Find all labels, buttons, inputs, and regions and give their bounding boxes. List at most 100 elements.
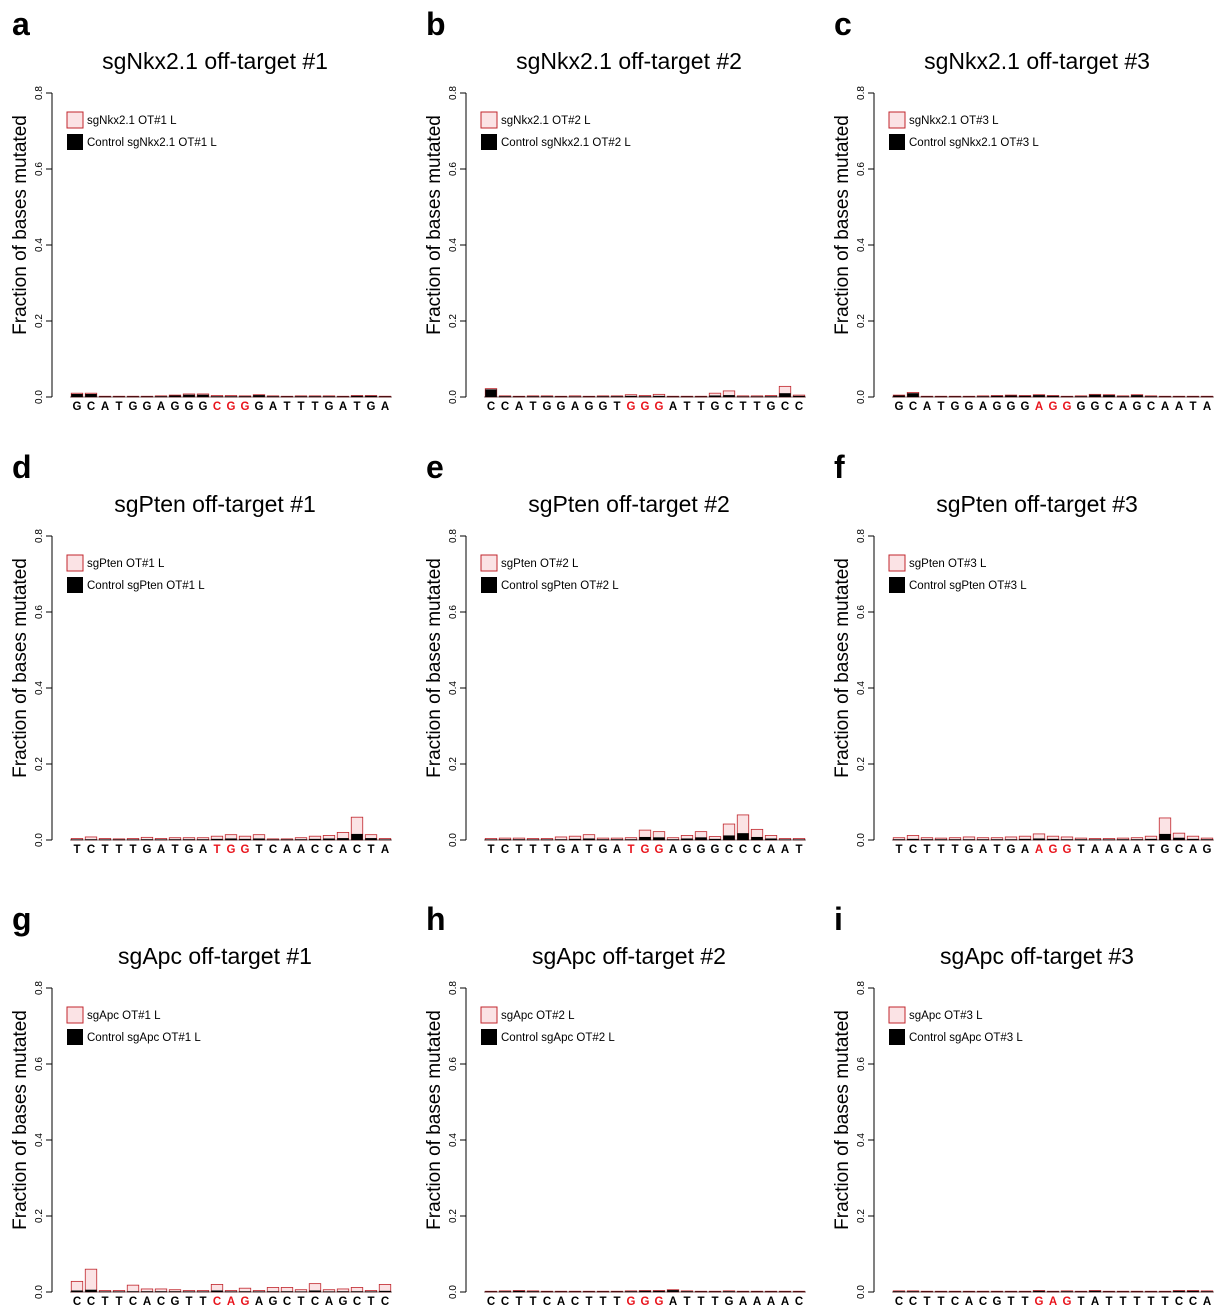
bar-control <box>197 394 209 397</box>
base-label: G <box>697 844 706 856</box>
y-tick-label: 0.0 <box>856 390 867 404</box>
legend-swatch-treated <box>888 111 906 129</box>
base-label: T <box>613 401 620 413</box>
bar-control <box>527 396 539 397</box>
base-label: G <box>655 1296 664 1305</box>
base-label: C <box>1175 1296 1183 1305</box>
bar-control <box>723 395 735 397</box>
base-label: T <box>101 1296 108 1305</box>
base-label: C <box>979 1296 987 1305</box>
base-label: A <box>1175 401 1183 413</box>
base-label: T <box>529 1296 536 1305</box>
base-label: T <box>171 844 178 856</box>
bar-control <box>155 1291 167 1292</box>
base-label: G <box>171 401 180 413</box>
bar-chart: 0.0 0.2 0.4 0.6 0.8 Fraction of bases mutated… <box>832 981 1214 1305</box>
bar-control <box>365 395 377 397</box>
y-tick-label: 0.0 <box>34 1285 45 1299</box>
base-label: A <box>979 844 987 856</box>
y-axis-title: Fraction of bases mutated <box>424 1010 445 1230</box>
bar-control <box>709 1291 721 1292</box>
bar-control <box>85 839 97 840</box>
bar-control <box>485 1291 497 1292</box>
base-label: A <box>1021 844 1029 856</box>
base-label: T <box>297 401 304 413</box>
y-axis-title: Fraction of bases mutated <box>10 558 31 778</box>
bar-control <box>1019 1291 1031 1292</box>
base-label: C <box>795 1296 803 1305</box>
panel-f: f sgPten off-target #3 0.0 0.2 0.4 0.6 0.8 Frac… <box>822 443 1222 856</box>
base-label: G <box>655 401 664 413</box>
base-label: A <box>325 1296 333 1305</box>
panel-letter: f <box>834 449 845 485</box>
bar-control <box>99 1291 111 1292</box>
base-label: T <box>115 401 122 413</box>
bar-control <box>211 838 223 840</box>
y-tick-label: 0.2 <box>34 314 45 328</box>
legend-label: sgPten OT#1 L <box>87 558 165 570</box>
base-label: G <box>143 401 152 413</box>
bar-control <box>1145 1291 1157 1292</box>
base-label: A <box>923 401 931 413</box>
base-label: G <box>655 844 664 856</box>
base-label: C <box>501 401 509 413</box>
bar-treated <box>84 1268 98 1293</box>
bar-control <box>1159 1291 1171 1292</box>
base-label: G <box>227 844 236 856</box>
base-label: A <box>255 1296 263 1305</box>
bar-control <box>765 838 777 840</box>
base-label: C <box>325 844 333 856</box>
base-label: G <box>965 844 974 856</box>
chart-title: sgPten off-target #1 <box>114 491 316 517</box>
base-label: A <box>1105 844 1113 856</box>
bar-control <box>907 838 919 840</box>
bar-control <box>625 395 637 397</box>
base-label: A <box>781 844 789 856</box>
bar-control <box>169 839 181 840</box>
bar-control <box>211 1290 223 1292</box>
bar-chart: 0.0 0.2 0.4 0.6 0.8 Fraction of bases mutated… <box>424 529 806 856</box>
base-label: G <box>965 401 974 413</box>
bar-control <box>1005 1291 1017 1292</box>
bar-control <box>977 396 989 397</box>
bar-control <box>907 1291 919 1292</box>
panel-letter: i <box>834 901 843 937</box>
bar-control <box>737 1291 749 1292</box>
panel-letter: b <box>426 6 446 42</box>
base-label: T <box>1007 1296 1014 1305</box>
bar-control <box>639 1290 651 1292</box>
bar-treated <box>126 1284 140 1293</box>
base-label: G <box>557 844 566 856</box>
y-tick-label: 0.8 <box>34 981 45 995</box>
panel-e: e sgPten off-target #2 0.0 0.2 0.4 0.6 0.8 Frac… <box>414 443 814 856</box>
bar-control <box>1131 1291 1143 1292</box>
bar-control <box>921 839 933 840</box>
base-label: C <box>87 1296 95 1305</box>
base-label: A <box>199 844 207 856</box>
y-axis-title: Fraction of bases mutated <box>424 115 445 335</box>
bar-control <box>295 1291 307 1292</box>
bar-chart: 0.0 0.2 0.4 0.6 0.8 Fraction of bases mutated… <box>10 86 392 413</box>
bar-chart: 0.0 0.2 0.4 0.6 0.8 Fraction of bases mutated… <box>10 981 392 1305</box>
bar-control <box>1145 838 1157 840</box>
base-label: T <box>951 844 958 856</box>
bar-control <box>127 1291 139 1292</box>
bar-control <box>793 395 805 397</box>
base-label: G <box>951 401 960 413</box>
y-tick-label: 0.0 <box>448 833 459 847</box>
bar-control <box>155 396 167 397</box>
bar-control <box>681 838 693 840</box>
chart-title: sgNkx2.1 off-target #2 <box>516 48 742 74</box>
bar-control <box>1173 1290 1185 1292</box>
base-label: T <box>923 844 930 856</box>
base-label: G <box>1161 844 1170 856</box>
chart-title: sgPten off-target #3 <box>936 491 1138 517</box>
bar-control <box>893 839 905 840</box>
base-label: C <box>725 844 733 856</box>
y-tick-label: 0.0 <box>34 390 45 404</box>
base-label: A <box>339 844 347 856</box>
base-label: T <box>937 844 944 856</box>
base-label: G <box>227 401 236 413</box>
bar-control <box>1075 396 1087 397</box>
bar-control <box>541 1291 553 1292</box>
